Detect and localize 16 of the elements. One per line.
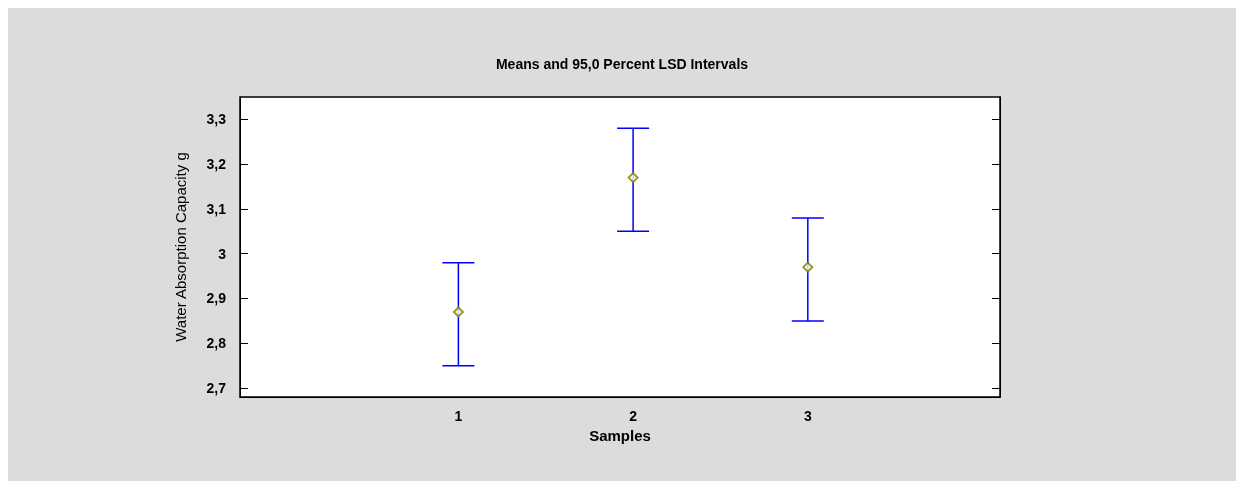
- chart-title: Means and 95,0 Percent LSD Intervals: [495, 56, 749, 72]
- y-tick-label: 3,1: [206, 200, 227, 217]
- point: [452, 306, 464, 318]
- point: [627, 172, 639, 184]
- y-tick-label: 3,3: [206, 111, 227, 128]
- y-tick-label: 2,9: [206, 290, 227, 307]
- y-axis-title: Water Absorption Capacity g: [172, 152, 189, 342]
- y-tick-label: 2,8: [206, 335, 227, 352]
- x-axis-title: Samples: [589, 426, 651, 444]
- x-tick-label: 2: [629, 408, 638, 424]
- y-tick-label: 2,7: [206, 380, 227, 397]
- y-tick-label: 3: [218, 245, 227, 262]
- x-tick-label: 1: [454, 408, 463, 424]
- x-tick-label: 3: [803, 408, 812, 424]
- point: [802, 261, 814, 273]
- y-tick-label: 3,2: [206, 156, 227, 173]
